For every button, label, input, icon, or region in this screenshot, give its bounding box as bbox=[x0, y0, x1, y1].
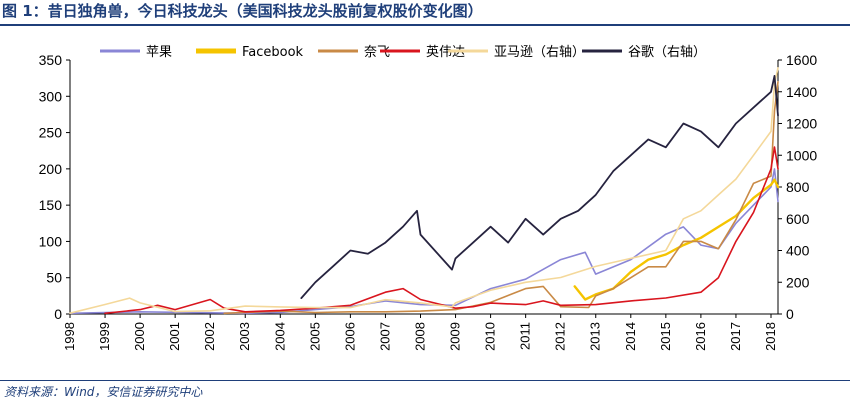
x-tick-label: 2015 bbox=[658, 322, 673, 351]
right-tick-label: 400 bbox=[786, 243, 810, 259]
right-tick-label: 1600 bbox=[786, 52, 817, 68]
x-tick-label: 2006 bbox=[342, 322, 357, 351]
x-tick-label: 2014 bbox=[623, 322, 638, 351]
right-tick-label: 800 bbox=[786, 179, 810, 195]
right-tick-label: 600 bbox=[786, 211, 810, 227]
left-tick-label: 350 bbox=[39, 52, 63, 68]
series-line-0 bbox=[69, 168, 779, 315]
series-line-3 bbox=[104, 146, 779, 315]
x-tick-label: 2010 bbox=[483, 322, 498, 351]
legend-label-5: 谷歌（右轴） bbox=[628, 45, 706, 60]
right-tick-label: 0 bbox=[786, 306, 794, 322]
x-tick-label: 2004 bbox=[272, 322, 287, 351]
x-tick-label: 2003 bbox=[237, 322, 252, 351]
series-line-1 bbox=[573, 178, 780, 301]
x-tick-label: 2012 bbox=[553, 322, 568, 351]
right-tick-label: 1400 bbox=[786, 84, 817, 100]
left-tick-label: 200 bbox=[39, 161, 63, 177]
series-line-2 bbox=[223, 81, 779, 315]
legend-label-1: Facebook bbox=[242, 45, 304, 60]
x-tick-label: 2013 bbox=[588, 322, 603, 351]
x-tick-label: 2005 bbox=[307, 322, 322, 351]
legend-label-0: 苹果 bbox=[146, 45, 172, 60]
series-line-4 bbox=[69, 67, 779, 314]
legend-label-2: 奈飞 bbox=[364, 45, 390, 60]
right-tick-label: 200 bbox=[786, 274, 810, 290]
x-tick-label: 2017 bbox=[728, 322, 743, 351]
x-tick-label: 2009 bbox=[448, 322, 463, 351]
x-tick-label: 2002 bbox=[202, 322, 217, 351]
legend-label-3: 英伟达 bbox=[426, 45, 465, 60]
stock-price-chart: 0 50 100 150 200 250 300 350 0 200 400 600 800 1000 12… bbox=[39, 45, 818, 351]
series-line-5 bbox=[300, 75, 779, 299]
right-tick-label: 1000 bbox=[786, 147, 817, 163]
right-tick-label: 1200 bbox=[786, 116, 817, 132]
source-note: 资料来源：Wind，安信证券研究中心 bbox=[4, 385, 203, 399]
left-tick-label: 150 bbox=[39, 197, 63, 213]
x-tick-label: 1999 bbox=[97, 322, 112, 351]
x-tick-label: 1998 bbox=[62, 322, 77, 351]
x-tick-label: 2018 bbox=[763, 322, 778, 351]
left-tick-label: 250 bbox=[39, 125, 63, 141]
left-tick-label: 100 bbox=[39, 233, 63, 249]
figure-title: 图 1：昔日独角兽，今日科技龙头（美国科技龙头股前复权股价变化图） bbox=[2, 2, 483, 20]
left-tick-label: 300 bbox=[39, 88, 63, 104]
title-divider bbox=[0, 24, 850, 26]
x-tick-label: 2008 bbox=[412, 322, 427, 351]
source-divider bbox=[0, 380, 850, 381]
x-tick-label: 2007 bbox=[377, 322, 392, 351]
left-tick-label: 0 bbox=[54, 306, 62, 322]
left-tick-label: 50 bbox=[46, 270, 62, 286]
x-tick-label: 2011 bbox=[518, 322, 533, 350]
x-tick-label: 2016 bbox=[693, 322, 708, 351]
legend-label-4: 亚马逊（右轴） bbox=[494, 45, 585, 60]
x-tick-label: 2001 bbox=[167, 322, 182, 351]
x-tick-label: 2000 bbox=[132, 322, 147, 351]
